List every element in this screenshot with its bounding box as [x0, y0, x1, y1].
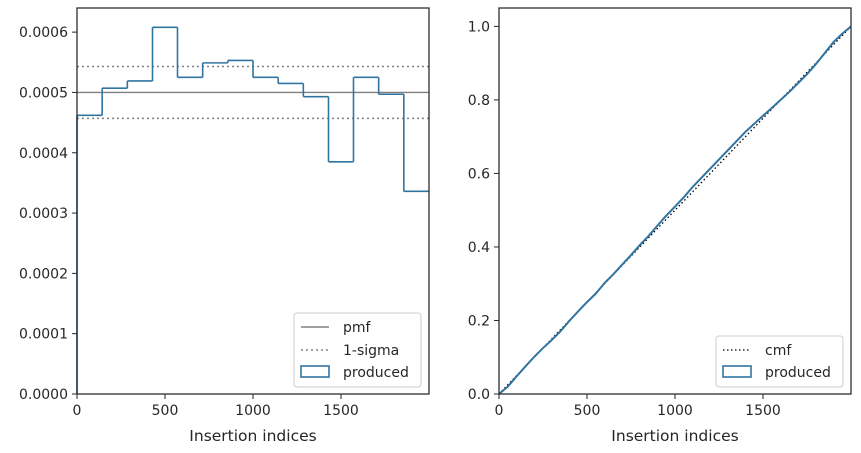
y-tick-label: 0.0006 [19, 25, 68, 41]
x-tick-label: 1000 [657, 403, 693, 419]
x-tick-label: 1500 [323, 403, 359, 419]
y-tick-label: 0.0000 [19, 387, 68, 403]
y-tick-label: 0.0005 [19, 85, 68, 101]
x-axis-label: Insertion indices [189, 427, 316, 445]
x-axis-label: Insertion indices [611, 427, 738, 445]
legend-produced-label: produced [765, 365, 831, 381]
legend-produced-swatch [722, 365, 752, 378]
pmf-histogram-panel: 0.0000 0.0001 0.0002 0.0003 0.0004 0.0005 0.00… [19, 7, 430, 445]
y-tick-label: 0.0 [468, 387, 490, 403]
y-tick-label: 0.0001 [19, 327, 68, 343]
legend-produced-label: produced [343, 365, 409, 381]
legend-produced-swatch [300, 365, 330, 378]
x-tick-label: 500 [152, 403, 179, 419]
legend-pmf-label: pmf [343, 320, 372, 336]
y-tick-label: 0.4 [468, 240, 490, 256]
y-tick-label: 0.0002 [19, 266, 68, 282]
x-tick-label: 1000 [235, 403, 271, 419]
y-tick-label: 0.6 [468, 166, 490, 182]
y-tick-label: 0.2 [468, 313, 490, 329]
legend: cmf produced [715, 335, 844, 388]
y-tick-label: 0.0003 [19, 206, 68, 222]
produced-line [498, 25, 852, 395]
cmf-line-panel: 0.0 0.2 0.4 0.6 0.8 1.0 0 500 1000 1500 Insertion … [468, 7, 852, 445]
x-tick-label: 1500 [745, 403, 781, 419]
x-tick-label: 0 [73, 403, 82, 419]
y-tick-label: 1.0 [468, 19, 490, 35]
x-tick-label: 500 [574, 403, 601, 419]
legend-cmf-label: cmf [765, 343, 792, 359]
y-tick-label: 0.0004 [19, 146, 68, 162]
y-tick-label: 0.8 [468, 93, 490, 109]
legend-box [715, 335, 844, 388]
legend-sigma-label: 1-sigma [343, 343, 399, 359]
legend: pmf 1-sigma produced [293, 312, 422, 388]
legend-box [293, 312, 422, 388]
x-tick-label: 0 [495, 403, 504, 419]
